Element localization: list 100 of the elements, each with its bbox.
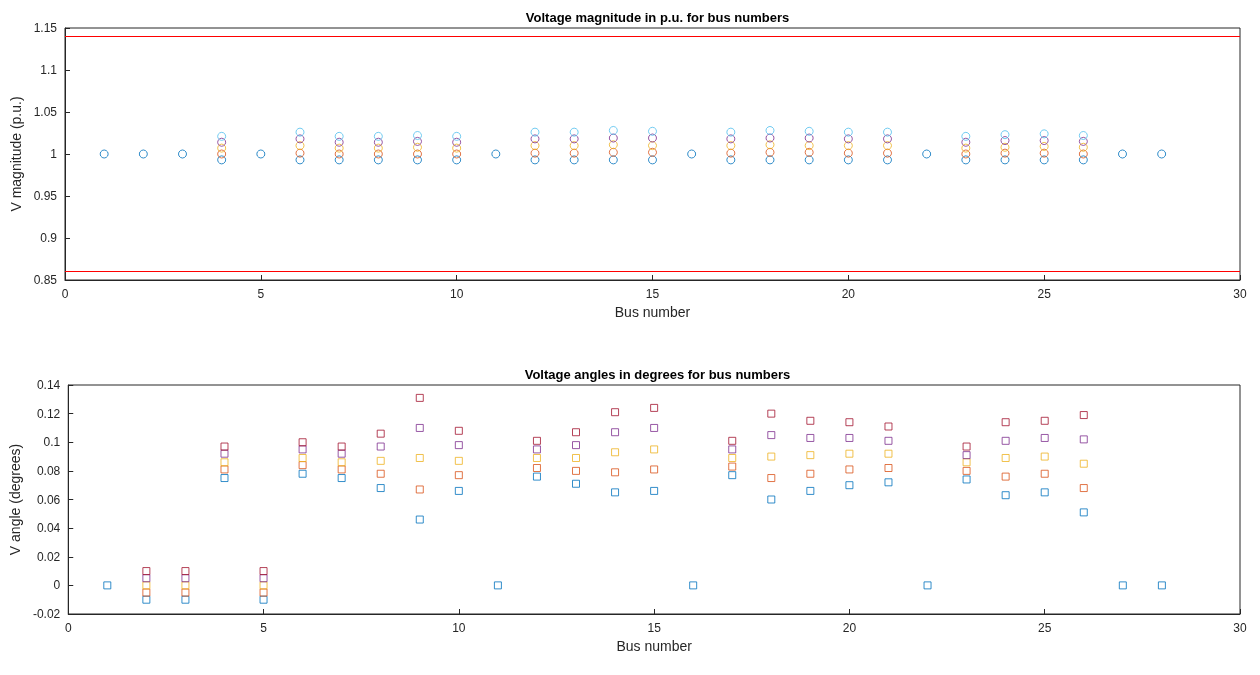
point [962, 458, 971, 467]
point [728, 471, 737, 480]
point [806, 433, 815, 442]
point [726, 127, 736, 137]
point [1079, 411, 1088, 420]
point [804, 126, 814, 136]
point [961, 155, 971, 165]
point [415, 453, 424, 462]
point [611, 428, 620, 437]
point [217, 131, 227, 141]
point [1078, 131, 1088, 141]
y-tick-label: 0 [53, 578, 61, 593]
point [767, 452, 776, 461]
point [611, 488, 620, 497]
point [806, 469, 815, 478]
point [413, 136, 422, 146]
point [1001, 436, 1010, 445]
point [728, 462, 737, 471]
point [961, 143, 971, 153]
x-tick-label: 15 [647, 621, 662, 635]
point [454, 471, 463, 480]
point [1079, 459, 1088, 468]
y-tick-label: 0.12 [36, 406, 61, 421]
point [298, 438, 307, 447]
point [883, 148, 892, 158]
point [804, 141, 814, 151]
point [1000, 155, 1010, 165]
point [884, 422, 893, 431]
point [648, 155, 657, 165]
x-tick-label: 5 [257, 287, 265, 301]
x-tick-label: 5 [260, 621, 268, 635]
point [569, 141, 579, 151]
y-tick-label: 0.85 [33, 273, 58, 287]
point [454, 441, 463, 450]
y-tick-label: 1 [50, 147, 58, 161]
point [220, 474, 229, 483]
point [334, 143, 344, 153]
point [337, 442, 346, 451]
point [1078, 136, 1088, 146]
point [843, 127, 853, 137]
point [142, 588, 151, 597]
point [726, 148, 736, 158]
point [650, 486, 659, 495]
point [650, 403, 659, 412]
point [530, 127, 540, 137]
point [259, 567, 268, 576]
point [883, 127, 892, 137]
point [298, 461, 307, 470]
point [1078, 142, 1088, 152]
point [884, 449, 893, 458]
point [845, 418, 854, 427]
point [259, 595, 268, 604]
point [765, 125, 775, 135]
point [256, 149, 266, 159]
x-tick-label: 15 [645, 287, 660, 301]
point [884, 436, 893, 445]
point [1039, 136, 1049, 146]
point [217, 137, 227, 147]
point [569, 127, 579, 137]
point [572, 428, 581, 437]
point [884, 464, 893, 473]
point [413, 155, 422, 165]
point [806, 416, 815, 425]
point [295, 141, 305, 151]
chart-title: Voltage magnitude in p.u. for bus numbers [525, 10, 790, 25]
point [1079, 508, 1088, 517]
point [1118, 581, 1127, 590]
point [843, 141, 853, 151]
point [373, 131, 383, 141]
point [569, 134, 579, 144]
point [608, 140, 618, 150]
point [334, 137, 344, 147]
point [611, 448, 620, 457]
y-tick-label: -0.02 [32, 607, 61, 621]
point [452, 131, 462, 141]
point [845, 449, 854, 458]
point [1001, 453, 1010, 462]
y-tick-label: 0.04 [36, 521, 61, 536]
point [532, 464, 541, 473]
point [415, 515, 424, 524]
point [804, 147, 814, 157]
point [298, 445, 307, 454]
point [217, 143, 227, 153]
point [569, 148, 579, 158]
x-tick-label: 25 [1038, 621, 1052, 635]
point [532, 436, 541, 445]
point [962, 466, 971, 475]
point [373, 155, 383, 165]
point [413, 131, 422, 141]
point [650, 423, 659, 432]
point [1000, 142, 1010, 152]
y-tick-label: 0.1 [43, 435, 61, 450]
point [337, 458, 346, 467]
x-tick-label: 10 [452, 621, 466, 635]
point [142, 595, 151, 604]
point [217, 149, 227, 159]
point [765, 140, 775, 150]
point [415, 485, 424, 494]
point [804, 133, 814, 143]
point [845, 481, 854, 490]
